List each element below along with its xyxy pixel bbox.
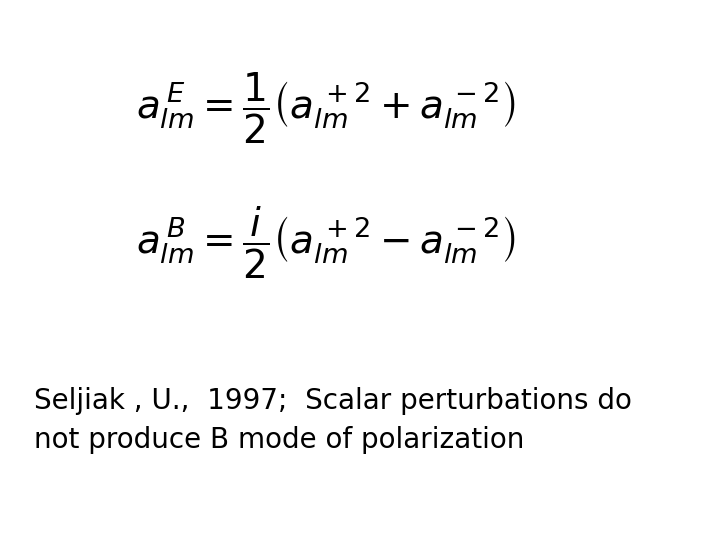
Text: $a_{lm}^{\,E} = \dfrac{1}{2}\left(a_{lm}^{\,+2} + a_{lm}^{\,-2}\right)$: $a_{lm}^{\,E} = \dfrac{1}{2}\left(a_{lm}… <box>137 71 516 146</box>
Text: Seljiak , U.,  1997;  Scalar perturbations do
not produce B mode of polarization: Seljiak , U., 1997; Scalar perturbations… <box>34 387 631 454</box>
Text: $a_{lm}^{\,B} = \dfrac{i}{2}\left(a_{lm}^{\,+2} - a_{lm}^{\,-2}\right)$: $a_{lm}^{\,B} = \dfrac{i}{2}\left(a_{lm}… <box>137 205 516 281</box>
